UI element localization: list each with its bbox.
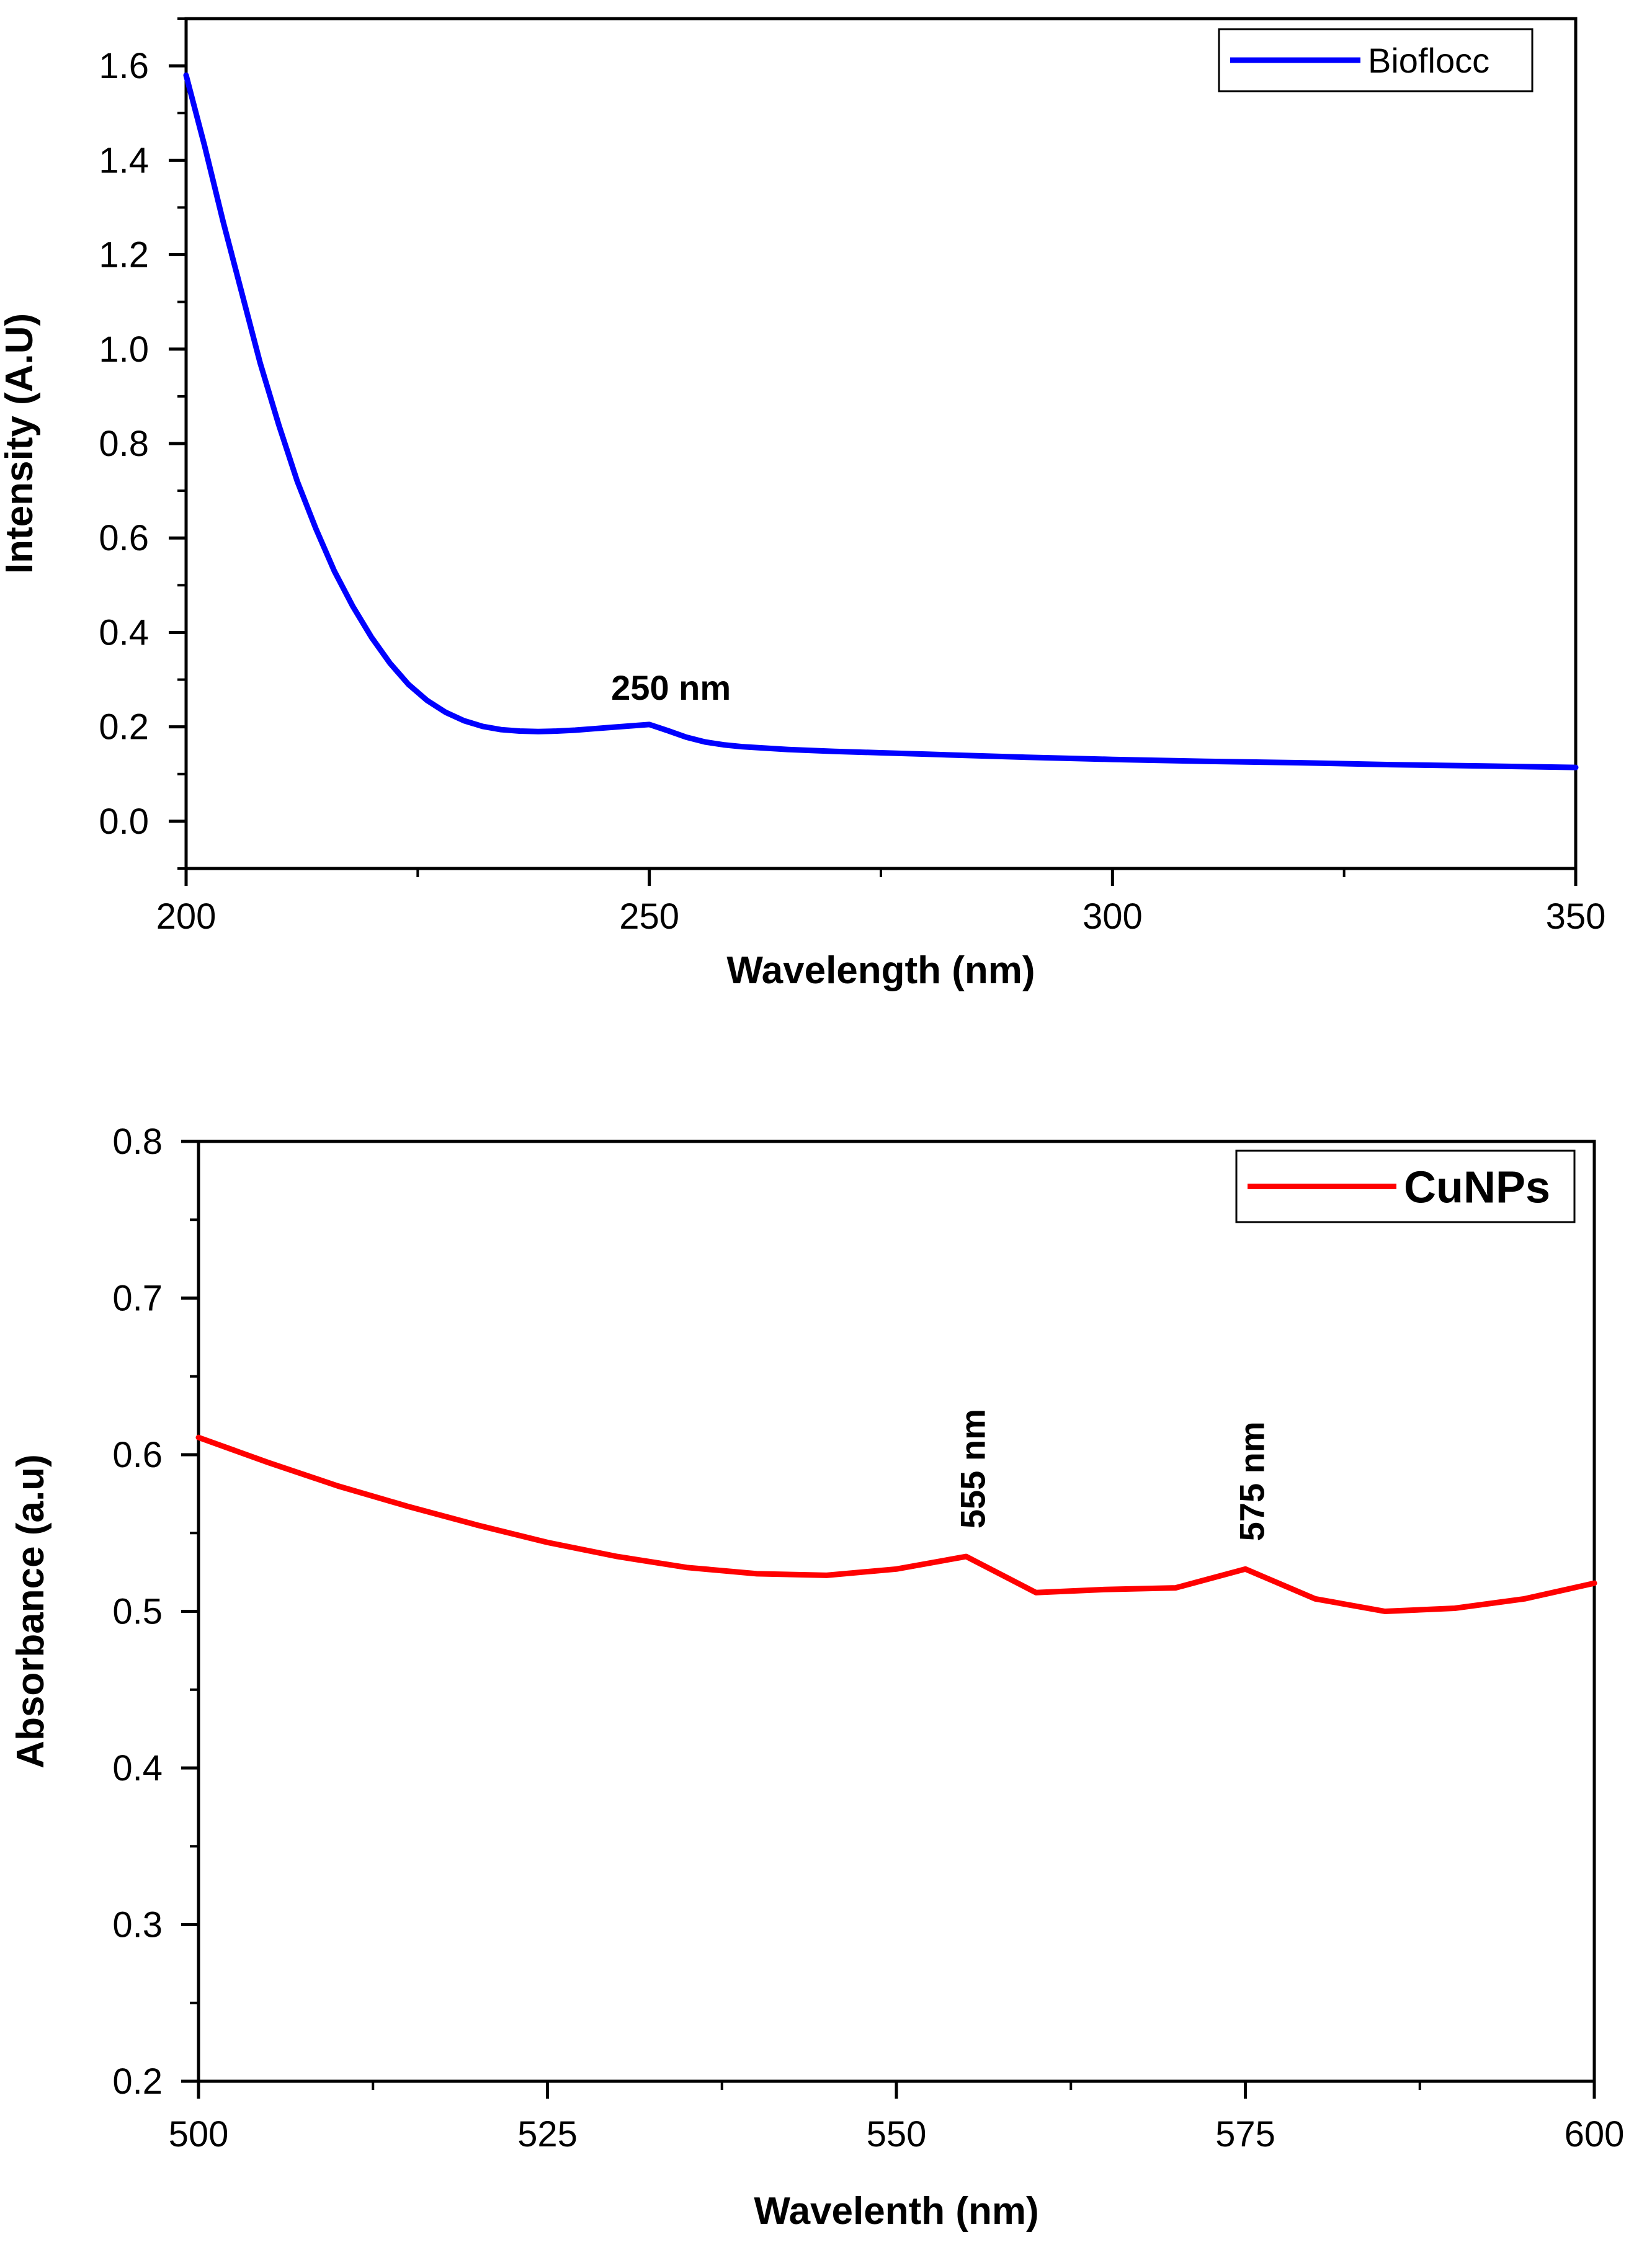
y-tick-label: 0.6 — [112, 1435, 163, 1475]
x-tick-label: 600 — [1565, 2114, 1625, 2154]
y-tick-label: 0.5 — [112, 1592, 163, 1632]
peak-annotation: 250 nm — [611, 668, 731, 707]
y-tick-label: 1.2 — [99, 235, 149, 275]
y-tick-label: 0.7 — [112, 1279, 163, 1319]
y-tick-label: 0.6 — [99, 518, 149, 558]
y-tick-label: 0.8 — [112, 1122, 163, 1162]
series-line-bioflocc — [183, 72, 1579, 770]
series-line-cunps — [195, 1434, 1597, 1614]
y-axis-title: Intensity (A.U) — [0, 313, 41, 574]
x-tick-label: 575 — [1215, 2114, 1275, 2154]
y-tick-label: 0.3 — [112, 1905, 163, 1945]
y-tick-label: 1.4 — [99, 140, 149, 181]
plot-frame — [184, 17, 1578, 870]
x-tick-label: 300 — [1083, 896, 1143, 937]
peak-annotation: 575 nm — [1233, 1421, 1272, 1541]
chart-cunps: 500 525 550 575 600 0.2 0.3 0.4 0.5 0.6 0.7 0.8 Wave… — [9, 1122, 1624, 2233]
y-tick-label: 0.4 — [99, 612, 149, 653]
legend-label: Bioflocc — [1368, 41, 1489, 80]
chart-bioflocc: 200 250 300 350 0.0 0.2 0.4 0.6 0.8 1.0 1.2 1.4 1.6 W… — [0, 17, 1606, 992]
y-tick-label: 0.0 — [99, 801, 149, 842]
x-tick-label: 250 — [619, 896, 679, 937]
x-axis-title: Wavelenth (nm) — [754, 2190, 1038, 2233]
x-tick-label: 500 — [169, 2114, 229, 2154]
y-tick-label: 0.2 — [99, 707, 149, 748]
y-tick-label: 0.8 — [99, 424, 149, 464]
x-tick-label: 525 — [517, 2114, 578, 2154]
y-tick-label: 0.4 — [112, 1748, 163, 1788]
x-tick-label: 350 — [1546, 896, 1606, 937]
y-tick-label: 1.0 — [99, 329, 149, 370]
peak-annotation: 555 nm — [953, 1409, 993, 1529]
y-axis-title: Absorbance (a.u) — [9, 1454, 52, 1768]
x-tick-label: 550 — [867, 2114, 927, 2154]
y-tick-label: 1.6 — [99, 46, 149, 86]
x-tick-label: 200 — [156, 896, 217, 937]
y-tick-label: 0.2 — [112, 2061, 163, 2102]
legend-label: CuNPs — [1404, 1163, 1550, 1212]
x-axis-title: Wavelength (nm) — [726, 949, 1035, 992]
